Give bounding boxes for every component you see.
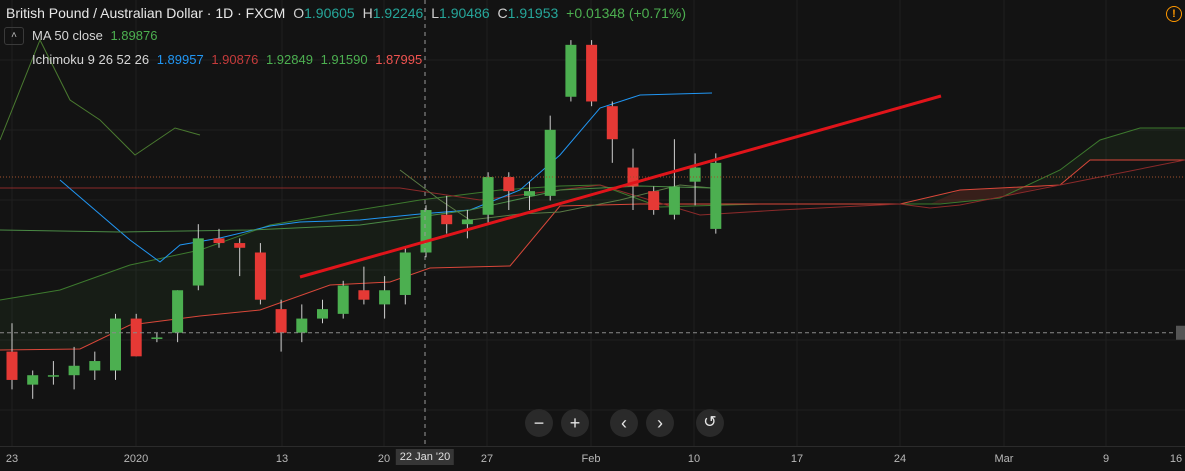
- x-tick: 24: [893, 453, 907, 465]
- ma-legend[interactable]: MA 50 close 1.89876: [32, 28, 161, 43]
- candle-down: [358, 290, 370, 300]
- close-value: 1.91953: [507, 5, 559, 21]
- candle-up: [47, 375, 59, 377]
- x-tick: 20: [377, 453, 391, 465]
- candle-up: [68, 365, 80, 376]
- open-label: O: [293, 5, 305, 21]
- candle-up: [27, 375, 39, 385]
- candle-up: [461, 219, 473, 225]
- scroll-left-button[interactable]: ‹: [610, 409, 638, 437]
- ichimoku-label: Ichimoku 9 26 52 26: [32, 52, 150, 67]
- candle-up: [110, 318, 121, 371]
- ichimoku-value-conversion: 1.89957: [156, 52, 204, 67]
- ichimoku-value-span-a: 1.91590: [320, 52, 368, 67]
- candle-up: [482, 176, 494, 215]
- candle-down: [254, 252, 266, 300]
- candle-up: [89, 361, 101, 371]
- ma-label: MA 50 close: [32, 28, 103, 43]
- open-value: 1.90605: [304, 5, 355, 21]
- candle-down: [648, 191, 660, 211]
- crosshair-date-label: 22 Jan '20: [395, 449, 455, 465]
- candle-down: [275, 309, 287, 333]
- ichimoku-value-base: 1.90876: [211, 52, 259, 67]
- ichimoku-value-lagging: 1.92849: [265, 52, 313, 67]
- chevron-up-icon[interactable]: ˄: [4, 27, 24, 45]
- high-value: 1.92246: [372, 5, 424, 21]
- trendline: [299, 94, 942, 279]
- candle-up: [317, 309, 328, 319]
- chart-overlay: [0, 0, 1185, 446]
- x-tick: 16: [1169, 453, 1183, 465]
- warning-icon[interactable]: !: [1166, 6, 1182, 22]
- low-value: 1.90486: [439, 5, 490, 21]
- x-tick: 10: [687, 453, 701, 465]
- candle-down: [503, 176, 515, 192]
- candle-up: [337, 285, 349, 314]
- price-line-handle: [1176, 325, 1185, 340]
- cloud-fill-bearish: [930, 185, 1050, 204]
- candle-up: [524, 191, 535, 196]
- candle-down: [6, 351, 18, 380]
- time-axis[interactable]: 23 2020 13 20 27 Feb 10 17 24 Mar 9 16 2…: [0, 446, 1185, 471]
- tenkan-line: [59, 92, 713, 263]
- ma50-line: [0, 185, 713, 233]
- candle-down: [606, 106, 618, 140]
- reset-chart-button[interactable]: ↺: [696, 409, 724, 437]
- x-tick: 17: [790, 453, 804, 465]
- ichimoku-legend[interactable]: Ichimoku 9 26 52 26 1.89957 1.90876 1.92…: [32, 52, 426, 67]
- candle-up: [399, 252, 411, 295]
- candle-up: [296, 318, 308, 333]
- x-tick: Feb: [581, 453, 601, 465]
- x-tick: 13: [275, 453, 289, 465]
- candle-up: [668, 186, 680, 215]
- candle-up: [192, 238, 204, 286]
- symbol-legend: British Pound / Australian Dollar · 1D ·…: [6, 5, 690, 21]
- ma-value: 1.89876: [110, 28, 158, 43]
- x-tick: 9: [1102, 453, 1110, 465]
- candle-up: [420, 210, 432, 253]
- span-b-line: [0, 159, 1185, 351]
- candle-up: [379, 290, 391, 305]
- zoom-in-button[interactable]: +: [561, 409, 589, 437]
- candle-up: [689, 167, 701, 182]
- high-label: H: [362, 5, 373, 21]
- candle-down: [586, 44, 598, 102]
- symbol-title: British Pound / Australian Dollar · 1D ·…: [6, 5, 286, 21]
- candle-up: [710, 162, 722, 229]
- change-value: +0.01348 (+0.71%): [566, 5, 687, 21]
- indicator-lines: [0, 38, 1185, 351]
- candle-up: [172, 290, 184, 333]
- x-tick: 2020: [123, 453, 149, 465]
- candle-up: [544, 129, 556, 196]
- candle-down: [213, 238, 225, 244]
- candle-down: [234, 243, 246, 248]
- zoom-out-button[interactable]: −: [525, 409, 553, 437]
- close-label: C: [497, 5, 508, 21]
- candle-up: [151, 337, 163, 339]
- x-tick: 27: [480, 453, 494, 465]
- scroll-right-button[interactable]: ›: [646, 409, 674, 437]
- candle-down: [441, 214, 453, 225]
- low-label: L: [431, 5, 440, 21]
- candle-up: [565, 44, 577, 97]
- ichimoku-cloud: [0, 128, 1185, 350]
- candles: [6, 40, 722, 399]
- ichimoku-value-span-b: 1.87995: [375, 52, 423, 67]
- candle-down: [130, 318, 142, 357]
- x-tick: Mar: [994, 453, 1014, 465]
- lagging-line: [0, 38, 201, 156]
- cloud-fill: [0, 128, 1185, 350]
- x-tick: 23: [5, 453, 19, 465]
